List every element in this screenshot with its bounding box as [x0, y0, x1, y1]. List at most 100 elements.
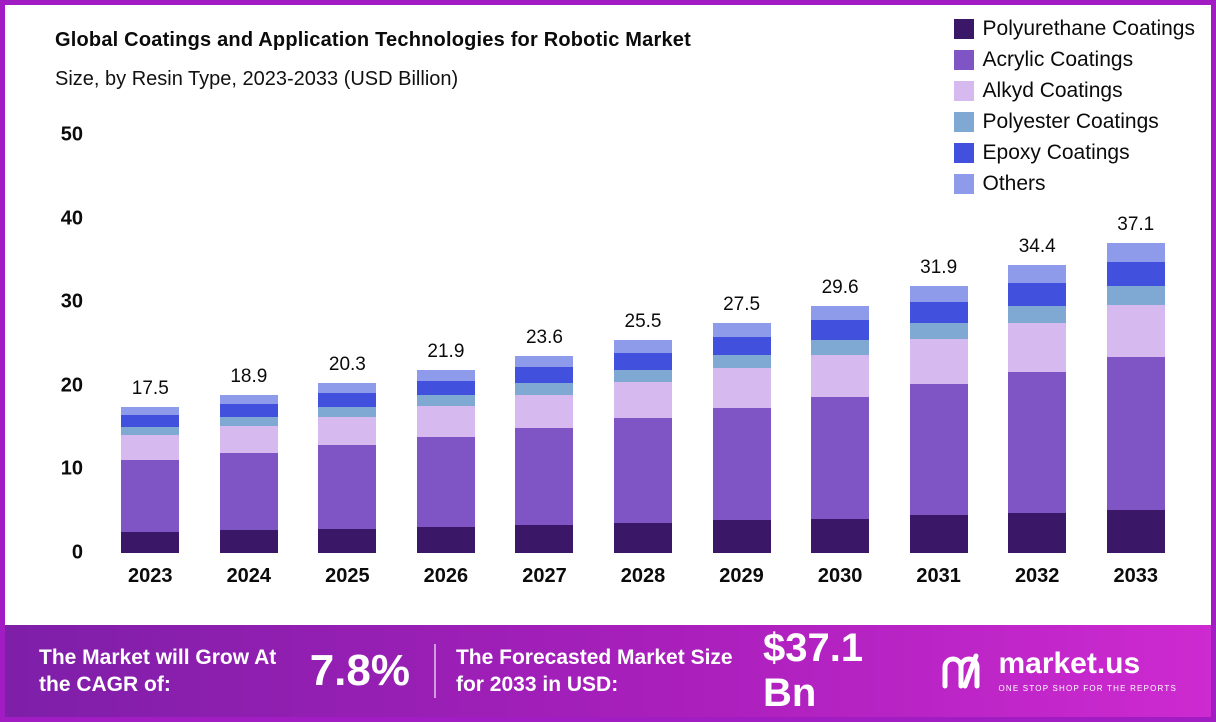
- stacked-bar: [811, 305, 870, 553]
- bar-total-label: 27.5: [723, 294, 761, 316]
- bar-segment: [515, 428, 574, 526]
- bar-segment: [121, 415, 180, 427]
- bar-segment: [1106, 357, 1165, 510]
- chart-title: Global Coatings and Application Technolo…: [55, 29, 691, 51]
- x-tick-label: 2027: [522, 565, 567, 587]
- bar-segment: [121, 435, 180, 461]
- legend-item: Polyurethane Coatings: [953, 17, 1195, 41]
- y-tick-label: 30: [60, 290, 83, 313]
- bar-segment: [614, 353, 672, 370]
- bar-total-label: 20.3: [328, 354, 366, 376]
- footer-divider: [433, 644, 436, 698]
- bar-group: 25.5: [594, 135, 693, 553]
- bar-segment: [712, 323, 771, 337]
- stacked-bar: [909, 286, 968, 553]
- bar-segment: [1008, 283, 1067, 306]
- bar-segment: [416, 369, 475, 381]
- bar-segment: [811, 354, 870, 397]
- bar-segment: [1008, 305, 1067, 324]
- bar-segment: [909, 302, 968, 324]
- bar-total-label: 34.4: [1018, 236, 1056, 258]
- legend-swatch: [953, 174, 974, 194]
- y-tick-label: 40: [60, 207, 83, 230]
- bar-group: 17.5: [101, 135, 200, 553]
- bar-segment: [318, 383, 377, 394]
- bar-segment: [1106, 262, 1165, 287]
- bar-segment: [909, 286, 968, 303]
- bar-segment: [219, 425, 278, 453]
- bar-segment: [318, 416, 377, 446]
- bar-segment: [614, 369, 672, 383]
- bar-segment: [219, 530, 278, 553]
- bar-group: 31.9: [889, 135, 988, 553]
- bar-segment: [121, 406, 180, 416]
- bar-total-label: 25.5: [624, 310, 662, 332]
- bar-segment: [811, 518, 870, 553]
- legend-swatch: [953, 143, 974, 163]
- cagr-label: The Market will Grow At the CAGR of:: [39, 645, 277, 696]
- chart-subtitle: Size, by Resin Type, 2023-2033 (USD Bill…: [55, 68, 459, 90]
- bar-segment: [219, 404, 278, 417]
- legend-item: Polyester Coatings: [953, 110, 1195, 134]
- bar-group: 34.4: [988, 135, 1087, 553]
- bar-segment: [515, 383, 574, 396]
- bar-segment: [811, 319, 870, 340]
- bar-segment: [318, 406, 377, 417]
- x-tick-label: 2030: [817, 565, 863, 587]
- bar-segment: [712, 520, 771, 553]
- bar-group: 27.5: [692, 135, 791, 553]
- bar-segment: [121, 532, 180, 553]
- y-tick-label: 50: [60, 123, 83, 146]
- bar-group: 29.6: [791, 135, 890, 553]
- bar-total-label: 21.9: [427, 340, 465, 362]
- stacked-bar: [416, 369, 475, 553]
- x-tick-label: 2033: [1113, 565, 1158, 587]
- legend-item: Epoxy Coatings: [953, 141, 1195, 165]
- stacked-bar: [318, 383, 377, 553]
- bar-segment: [1008, 512, 1067, 553]
- brand-text: market.us ONE STOP SHOP FOR THE REPORTS: [998, 649, 1177, 694]
- bar-segment: [614, 418, 672, 523]
- bar-segment: [614, 339, 672, 354]
- legend: Polyurethane Coatings Acrylic Coatings Alk…: [953, 17, 1195, 196]
- footer-banner: The Market will Grow At the CAGR of: 7.8…: [5, 625, 1211, 717]
- chart-title-block: Global Coatings and Application Technolo…: [55, 29, 691, 91]
- brand-tagline: ONE STOP SHOP FOR THE REPORTS: [998, 684, 1177, 693]
- plot-area: 17.5 18.9 20.3 21.9 23.6 25.5 27.5 29.6 31.9 34.4…: [101, 135, 1185, 553]
- stacked-bar: [1008, 265, 1067, 553]
- bar-segment: [318, 393, 377, 407]
- bar-total-label: 17.5: [131, 377, 169, 399]
- bar-segment: [811, 339, 870, 355]
- stacked-bar: [712, 323, 771, 553]
- bar-segment: [219, 416, 278, 426]
- bar-segment: [219, 395, 278, 405]
- legend-swatch: [953, 19, 974, 39]
- bar-segment: [909, 323, 968, 340]
- bar-segment: [909, 384, 968, 516]
- x-tick-label: 2025: [325, 565, 370, 587]
- bar-segment: [515, 367, 574, 384]
- bar-segment: [1106, 304, 1165, 358]
- legend-label: Polyester Coatings: [982, 110, 1159, 133]
- chart-section: Global Coatings and Application Technolo…: [5, 5, 1211, 625]
- bar-segment: [712, 354, 771, 369]
- forecast-label: The Forecasted Market Size for 2033 in U…: [455, 645, 733, 696]
- bar-segment: [515, 395, 574, 429]
- bar-segment: [712, 368, 771, 408]
- x-tick-label: 2029: [719, 565, 764, 587]
- bar-segment: [416, 405, 475, 437]
- stacked-bar: [614, 339, 672, 553]
- y-axis: 0 10 20 30 40 50: [39, 124, 101, 564]
- bar-segment: [712, 336, 771, 355]
- bar-group: 20.3: [298, 135, 397, 553]
- cagr-value: 7.8%: [309, 646, 410, 695]
- bar-total-label: 37.1: [1117, 213, 1155, 235]
- x-tick-label: 2031: [916, 565, 961, 587]
- bar-segment: [1106, 509, 1165, 553]
- bar-segment: [909, 515, 968, 553]
- bar-segment: [219, 452, 278, 531]
- y-tick-label: 10: [60, 457, 83, 480]
- forecast-value: $37.1 Bn: [763, 626, 864, 715]
- y-tick-label: 0: [71, 541, 83, 564]
